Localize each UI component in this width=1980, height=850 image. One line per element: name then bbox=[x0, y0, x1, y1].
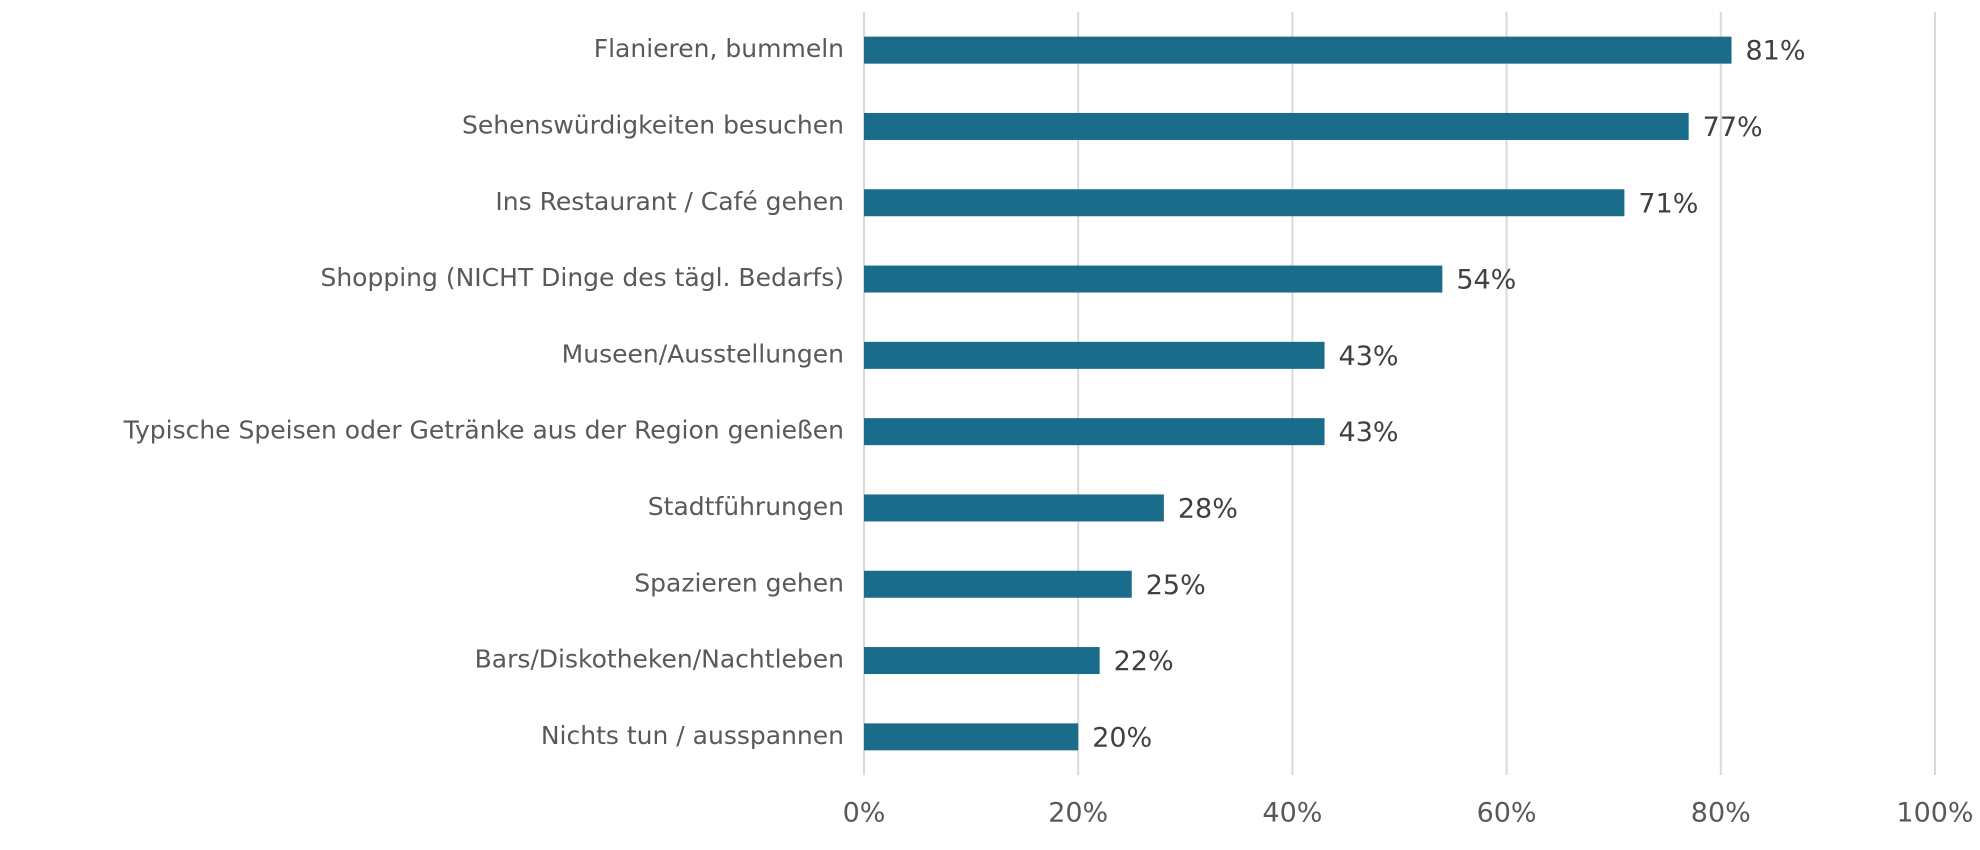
value-label: 25% bbox=[1146, 570, 1206, 601]
x-tick-label: 0% bbox=[843, 798, 886, 829]
value-label: 43% bbox=[1339, 417, 1399, 448]
category-label: Nichts tun / ausspannen bbox=[541, 721, 844, 750]
category-label: Sehenswürdigkeiten besuchen bbox=[462, 110, 844, 139]
bar bbox=[864, 341, 1325, 369]
x-tick-label: 40% bbox=[1262, 798, 1322, 829]
bar bbox=[864, 189, 1625, 217]
category-label: Stadtführungen bbox=[648, 492, 844, 521]
value-label: 20% bbox=[1092, 722, 1152, 753]
x-tick-label: 100% bbox=[1896, 798, 1973, 829]
x-tick-label: 60% bbox=[1477, 798, 1537, 829]
bar bbox=[864, 36, 1732, 64]
value-label: 28% bbox=[1178, 493, 1238, 524]
bar bbox=[864, 723, 1079, 751]
value-label: 81% bbox=[1746, 36, 1806, 67]
bar bbox=[864, 570, 1132, 598]
bar bbox=[864, 418, 1325, 446]
value-label: 54% bbox=[1456, 265, 1516, 296]
bar bbox=[864, 112, 1689, 140]
category-label: Spazieren gehen bbox=[634, 568, 844, 597]
bar bbox=[864, 265, 1443, 293]
bar bbox=[864, 494, 1164, 522]
category-label: Typische Speisen oder Getränke aus der R… bbox=[123, 416, 844, 445]
value-label: 22% bbox=[1114, 646, 1174, 677]
value-label: 43% bbox=[1339, 341, 1399, 372]
value-label: 77% bbox=[1703, 112, 1763, 143]
x-tick-label: 80% bbox=[1691, 798, 1751, 829]
value-label: 71% bbox=[1638, 188, 1698, 219]
bar bbox=[864, 647, 1100, 675]
x-tick-label: 20% bbox=[1048, 798, 1108, 829]
category-label: Museen/Ausstellungen bbox=[562, 339, 844, 368]
category-label: Bars/Diskotheken/Nachtleben bbox=[475, 645, 844, 674]
category-label: Shopping (NICHT Dinge des tägl. Bedarfs) bbox=[320, 263, 844, 292]
category-label: Flanieren, bummeln bbox=[594, 34, 844, 63]
category-label: Ins Restaurant / Café gehen bbox=[495, 187, 844, 216]
